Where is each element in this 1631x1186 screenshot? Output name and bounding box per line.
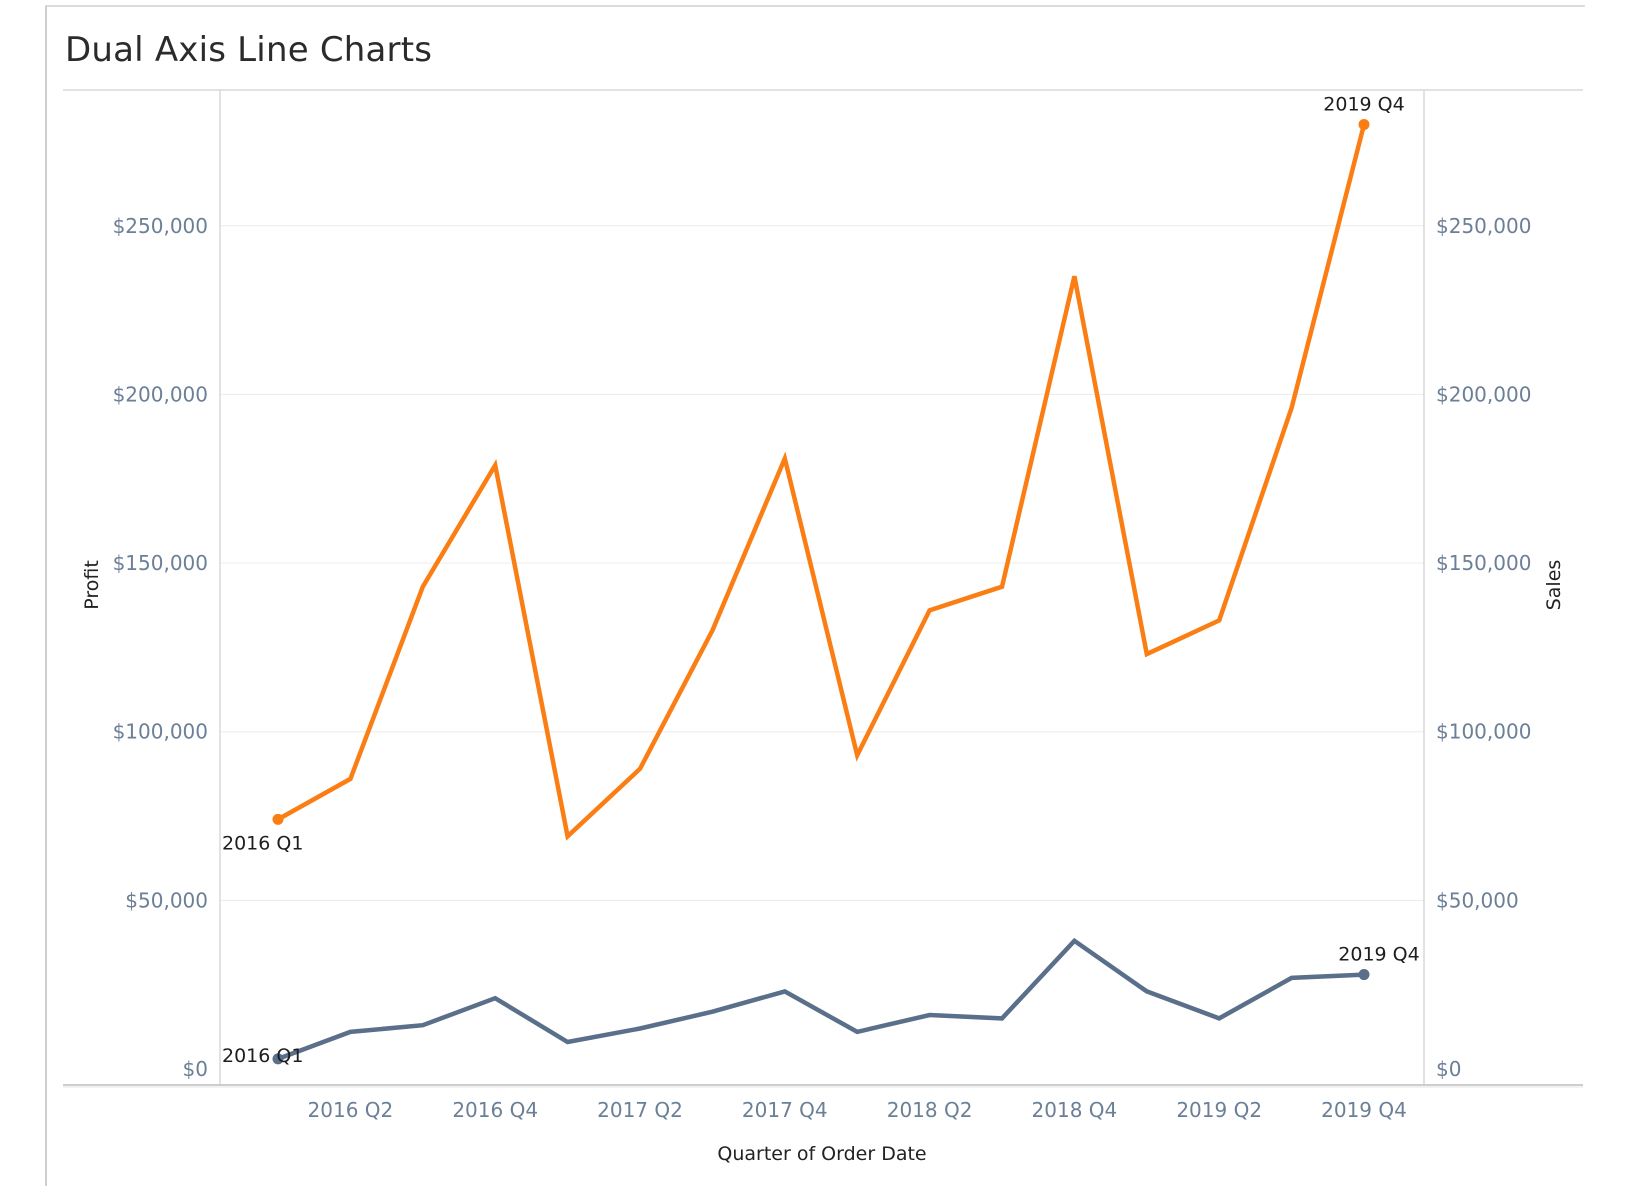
x-tick-label: 2016 Q4 xyxy=(452,1098,538,1122)
x-axis-title: Quarter of Order Date xyxy=(717,1143,926,1165)
sales-line xyxy=(275,122,1367,841)
frame-top-border xyxy=(45,5,1585,7)
y-axis-right-title: Sales xyxy=(1543,560,1565,611)
y-tick-label-left: $200,000 xyxy=(113,382,208,406)
x-tick-label: 2019 Q2 xyxy=(1176,1098,1262,1122)
y-tick-label-left: $0 xyxy=(183,1057,208,1081)
profit-point xyxy=(272,1053,284,1065)
y-tick-label-right: $100,000 xyxy=(1436,720,1531,744)
y-tick-label-left: $100,000 xyxy=(113,720,208,744)
x-tick-label: 2016 Q2 xyxy=(308,1098,394,1122)
y-tick-label-right: $200,000 xyxy=(1436,382,1531,406)
x-tick-label: 2018 Q4 xyxy=(1032,1098,1118,1122)
chart-title: Dual Axis Line Charts xyxy=(65,30,433,70)
y-tick-label-right: $0 xyxy=(1436,1057,1461,1081)
x-tick-label: 2018 Q2 xyxy=(887,1098,973,1122)
sales-point xyxy=(272,813,284,825)
gridlines xyxy=(220,225,1424,901)
y-tick-label-right: $50,000 xyxy=(1436,888,1519,912)
profit-point xyxy=(1358,969,1370,981)
point-label: 2016 Q1 xyxy=(222,1045,303,1067)
x-tick-label: 2017 Q2 xyxy=(597,1098,683,1122)
x-tick-label: 2019 Q4 xyxy=(1321,1098,1407,1122)
point-label: 2019 Q4 xyxy=(1323,94,1404,116)
x-tick-label: 2017 Q4 xyxy=(742,1098,828,1122)
point-label: 2019 Q4 xyxy=(1338,944,1419,966)
series xyxy=(272,119,1370,1065)
point-labels: 2016 Q1 2019 Q4 2016 Q1 2019 Q4 xyxy=(222,94,1420,1067)
sales-point xyxy=(1358,119,1370,131)
y-tick-label-left: $50,000 xyxy=(125,888,208,912)
frame-left-border xyxy=(45,6,47,1186)
x-axis-ticks: 2016 Q2 2016 Q4 2017 Q2 2017 Q4 2018 Q2 2018 … xyxy=(308,1098,1407,1122)
y-axis-left-ticks: $0 $50,000 $100,000 $150,000 $200,000 $250,00… xyxy=(113,214,208,1081)
profit-line xyxy=(275,937,1367,1062)
y-axis-right-ticks: $0 $50,000 $100,000 $150,000 $200,000 $250,00… xyxy=(1436,214,1531,1081)
y-axis-left-title: Profit xyxy=(81,560,103,610)
y-tick-label-right: $150,000 xyxy=(1436,551,1531,575)
point-label: 2016 Q1 xyxy=(222,832,303,854)
y-tick-label-left: $250,000 xyxy=(113,214,208,238)
axes xyxy=(63,89,1583,1088)
y-tick-label-left: $150,000 xyxy=(113,551,208,575)
y-tick-label-right: $250,000 xyxy=(1436,214,1531,238)
